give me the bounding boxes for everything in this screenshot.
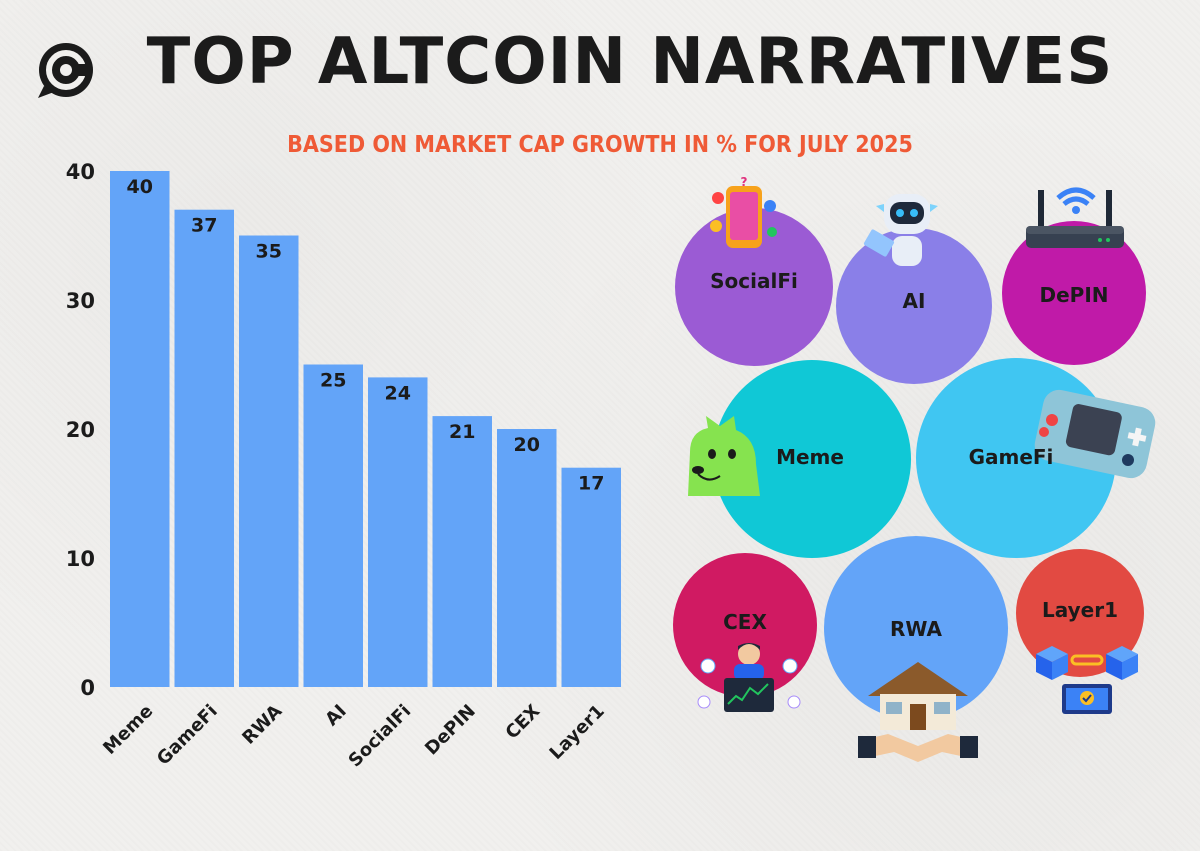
bubble-label: CEX [723,610,767,634]
bar-depin [432,416,492,687]
y-tick-label: 10 [66,547,95,571]
y-tick-label: 40 [66,160,95,184]
y-tick-label: 30 [66,289,95,313]
game-console-icon [1030,384,1160,488]
bar-meme [110,171,170,687]
page-title: TOP ALTCOIN NARRATIVES [146,25,1114,99]
data-label: 17 [578,473,604,495]
coin-chat-logo-icon [38,43,93,98]
wifi-router-icon [1020,176,1130,270]
robot-icon [862,186,952,286]
data-label: 21 [449,421,475,443]
bar-gamefi [174,209,234,687]
bar-ai [303,364,363,687]
data-label: 40 [127,176,153,198]
bubble-label: GameFi [968,445,1054,469]
blockchain-icon [1032,640,1142,724]
trader-icon [694,640,804,724]
bar-layer1 [561,467,621,687]
data-label: 24 [385,382,411,404]
svg-text:?: ? [741,176,748,189]
doge-icon [680,412,766,502]
bubble-label: SocialFi [710,269,798,293]
bubble-label: Layer1 [1041,598,1119,622]
bubble-label: DePIN [1039,283,1109,307]
social-phone-icon: ? [708,175,782,264]
y-tick-label: 20 [66,418,95,442]
y-tick-label: 0 [80,676,95,700]
bubble-label: Meme [776,445,844,469]
data-label: 37 [191,215,217,237]
bubble-label: RWA [889,617,943,641]
bar-chart: 01020304040Meme37GameFi35RWA25AI24Social… [66,160,621,771]
data-label: 35 [256,241,282,263]
data-label: 25 [320,370,346,392]
data-label: 20 [514,434,540,456]
bar-rwa [239,235,299,687]
bubble-label: AI [902,289,926,313]
page-subtitle: BASED ON MARKET CAP GROWTH IN % FOR JULY… [287,132,913,158]
house-handshake-icon [858,654,978,768]
bar-cex [497,429,557,687]
bar-socialfi [368,377,428,687]
